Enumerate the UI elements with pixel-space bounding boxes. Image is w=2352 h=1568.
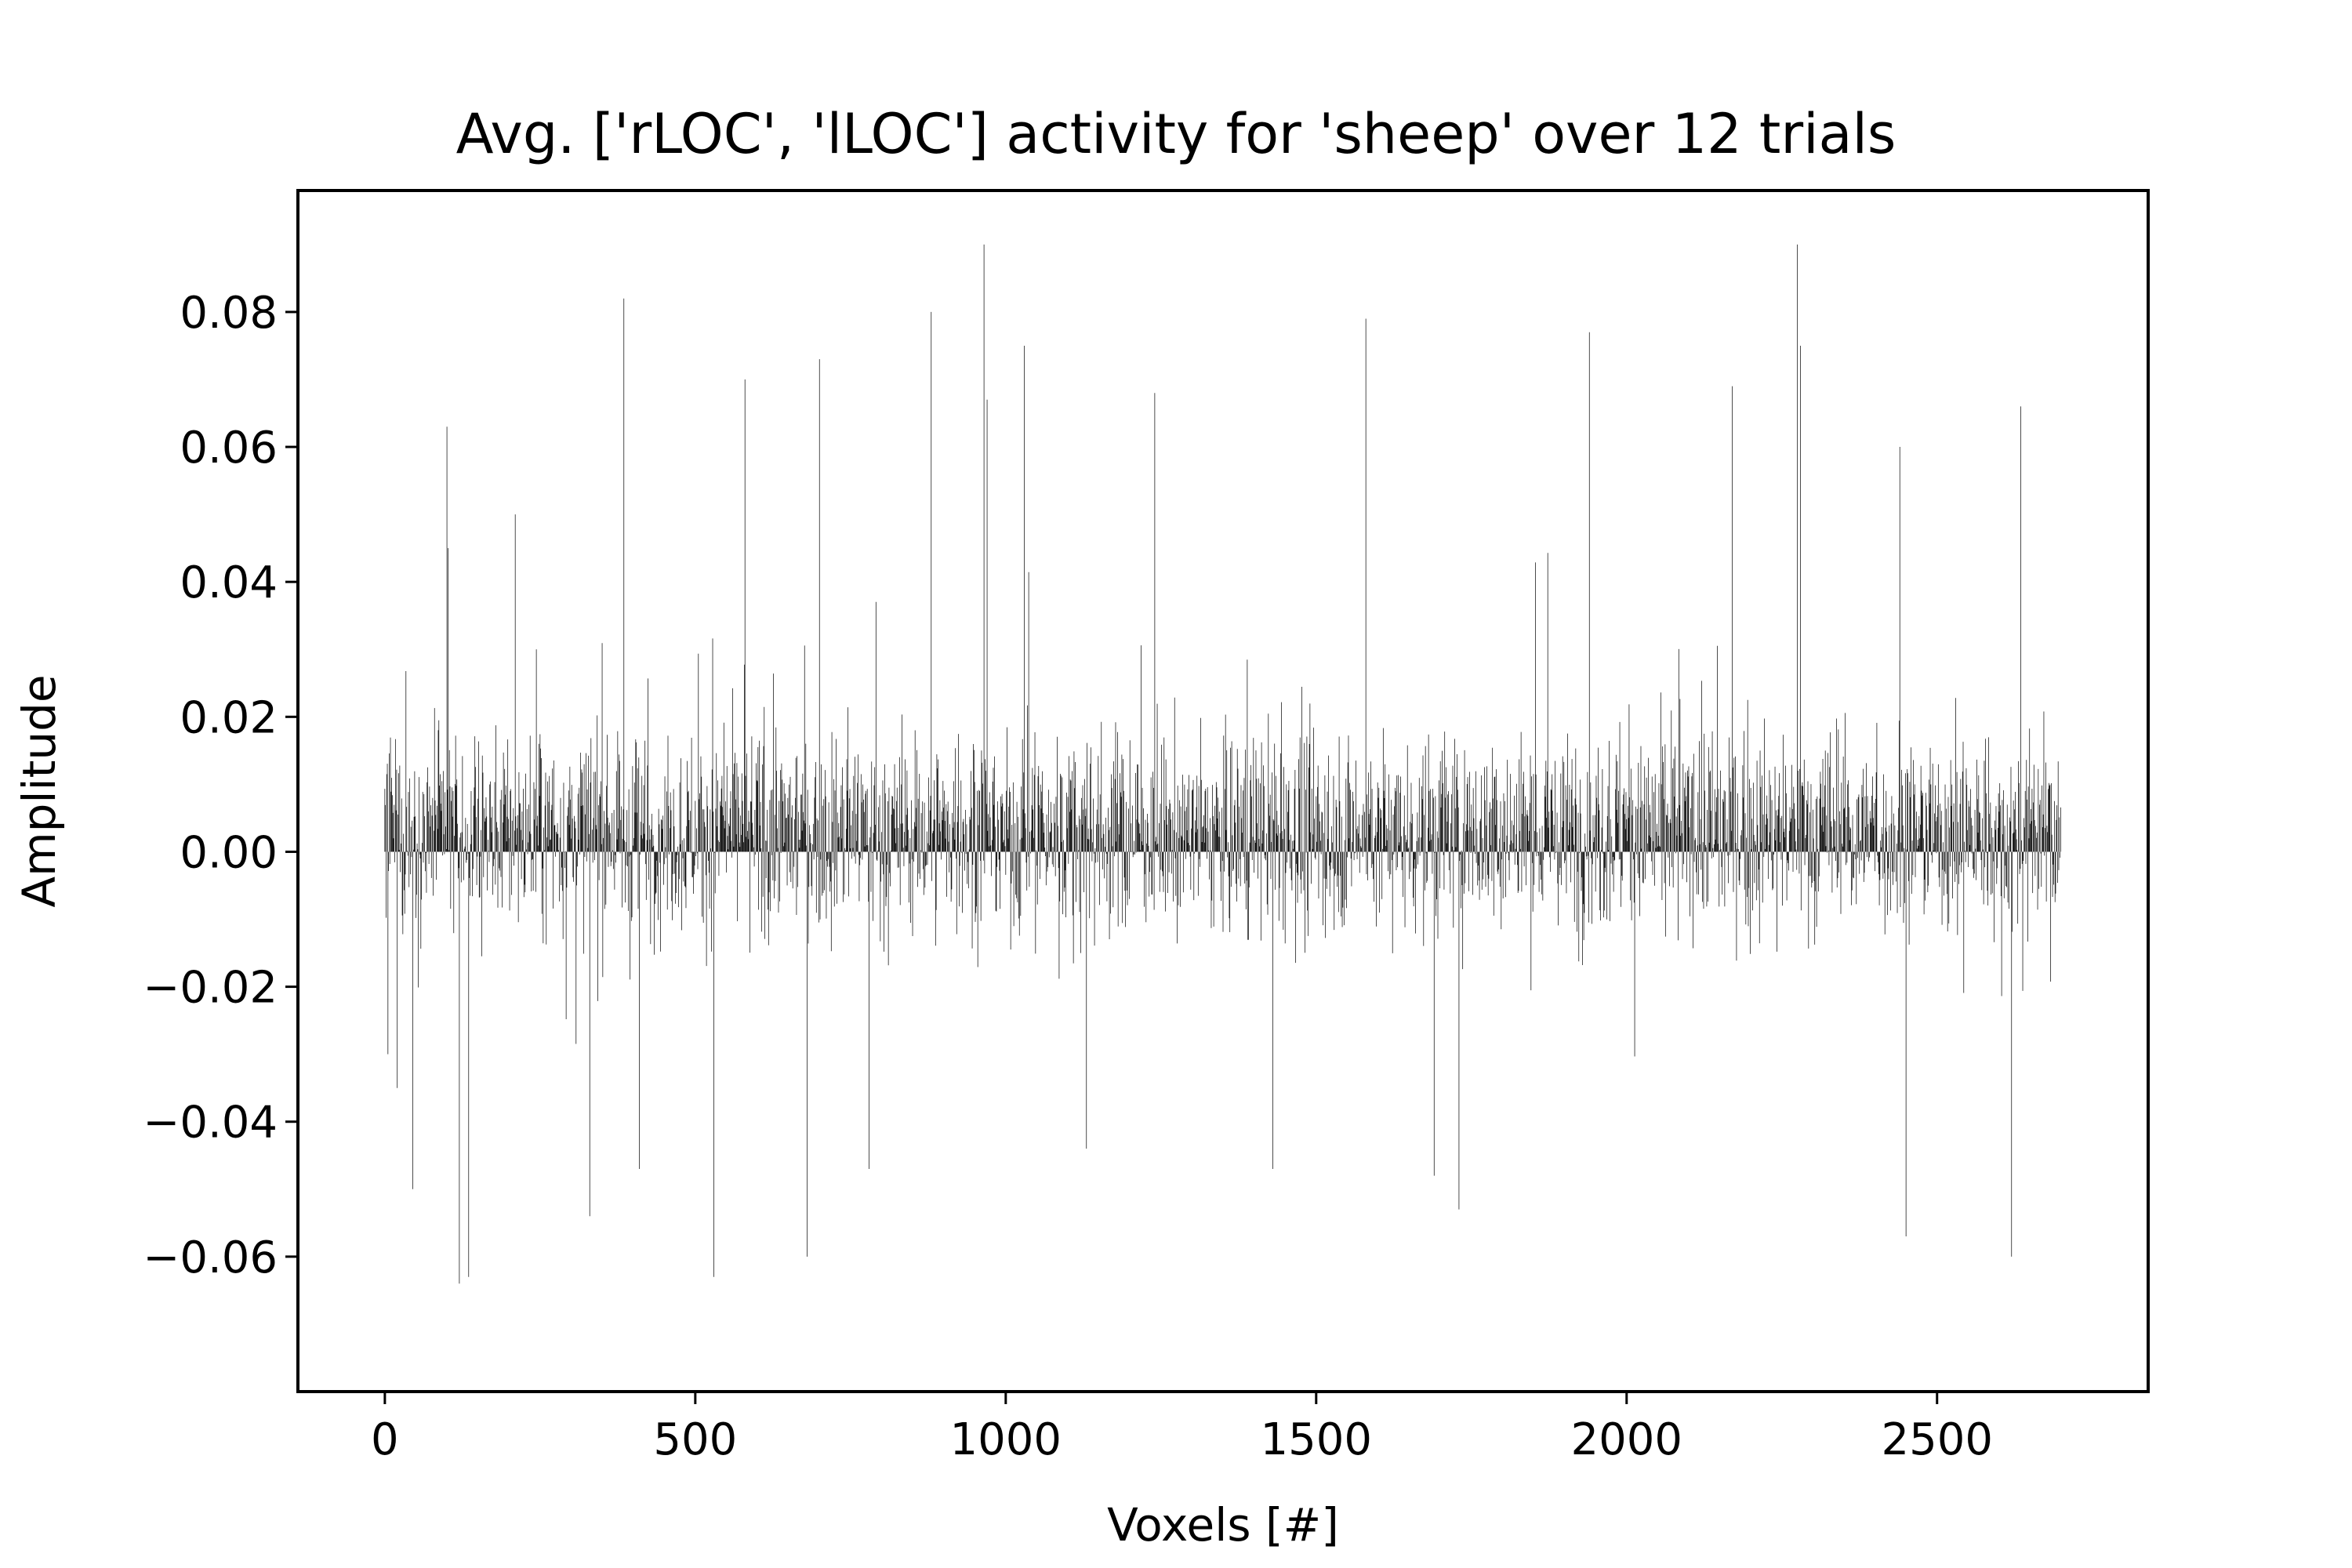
y-axis-ticks: −0.06 −0.04 −0.02 0.00 0.02 0.04 0.06 0.08 [143,288,298,1283]
chart-title: Avg. ['rLOC', 'lLOC'] activity for 'shee… [456,102,1896,166]
x-tick-label: 1000 [950,1414,1062,1465]
x-tick-label: 1500 [1261,1414,1373,1465]
plot-frame [296,189,2150,1393]
y-tick-label: −0.06 [143,1232,278,1283]
x-tick-label: 2000 [1571,1414,1683,1465]
x-axis-label: Voxels [#] [1107,1498,1339,1552]
y-tick-label: 0.06 [180,423,278,474]
y-tick-label: −0.04 [143,1098,278,1149]
y-tick-label: 0.02 [180,692,278,743]
x-tick-label: 2500 [1881,1414,1993,1465]
x-tick-label: 500 [653,1414,737,1465]
x-axis-ticks: 0 500 1000 1500 2000 2500 [371,1392,1993,1465]
y-tick-label: 0.04 [180,557,278,608]
y-tick-label: 0.08 [180,288,278,339]
y-tick-label: −0.02 [143,963,278,1014]
y-tick-label: 0.00 [180,827,278,878]
x-tick-label: 0 [371,1414,399,1465]
voxel-bars [384,244,2061,1284]
y-axis-label: Amplitude [13,674,66,907]
